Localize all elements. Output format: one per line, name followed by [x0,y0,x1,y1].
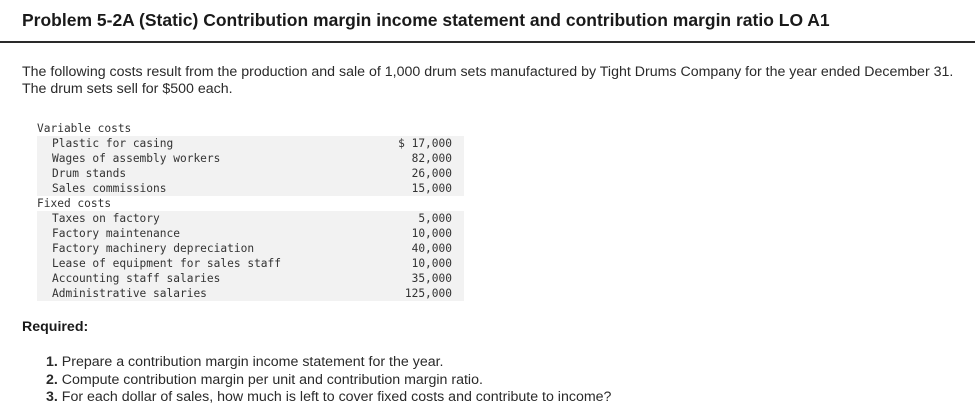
cost-amount: 15,000 [411,182,452,195]
requirement-number: 1. [46,354,58,370]
title-divider [0,41,975,43]
cost-row-equipment-lease: Lease of equipment for sales staff 10,00… [37,256,464,271]
requirements-list: 1. Prepare a contribution margin income … [46,354,611,407]
cost-label: Wages of assembly workers [52,152,221,165]
cost-amount: 10,000 [411,257,452,270]
cost-label: Sales commissions [52,182,167,195]
cost-row-factory-maintenance: Factory maintenance 10,000 [37,226,464,241]
cost-row-factory-taxes: Taxes on factory 5,000 [37,211,464,226]
cost-table: Variable costs Plastic for casing $ 17,0… [23,121,464,301]
cost-amount: 26,000 [411,167,452,180]
cost-amount: 125,000 [404,287,452,300]
cost-row-accounting-salaries: Accounting staff salaries 35,000 [37,271,464,286]
fixed-costs-heading: Fixed costs [23,196,464,211]
cost-amount: 5,000 [418,212,452,225]
cost-row-machinery-depreciation: Factory machinery depreciation 40,000 [37,241,464,256]
cost-label: Accounting staff salaries [52,272,221,285]
required-heading: Required: [22,319,89,335]
variable-costs-heading: Variable costs [23,121,464,136]
cost-row-assembly-wages: Wages of assembly workers 82,000 [37,151,464,166]
cost-label: Drum stands [52,167,127,180]
requirement-item: 1. Prepare a contribution margin income … [46,354,611,372]
cost-label: Factory machinery depreciation [52,242,255,255]
cost-amount: 82,000 [411,152,452,165]
requirement-number: 3. [46,389,58,405]
cost-row-drum-stands: Drum stands 26,000 [37,166,464,181]
cost-row-administrative-salaries: Administrative salaries 125,000 [37,286,464,301]
cost-amount: 35,000 [411,272,452,285]
requirement-item: 3. For each dollar of sales, how much is… [46,389,611,407]
cost-label: Taxes on factory [52,212,160,225]
requirement-text: Compute contribution margin per unit and… [61,371,483,388]
cost-amount: 40,000 [411,242,452,255]
cost-row-plastic-casing: Plastic for casing $ 17,000 [37,136,464,151]
requirement-item: 2. Compute contribution margin per unit … [46,372,611,390]
cost-label: Plastic for casing [52,137,174,150]
cost-label: Administrative salaries [52,287,207,300]
cost-label: Lease of equipment for sales staff [52,257,282,270]
problem-title: Problem 5-2A (Static) Contribution margi… [22,10,830,30]
cost-amount: $ 17,000 [398,137,452,150]
cost-label: Factory maintenance [52,227,180,240]
cost-row-sales-commissions: Sales commissions 15,000 [37,181,464,196]
problem-intro: The following costs result from the prod… [22,64,954,97]
requirement-text: Prepare a contribution margin income sta… [61,354,444,370]
requirement-number: 2. [46,371,58,388]
requirement-text: For each dollar of sales, how much is le… [61,389,612,405]
cost-amount: 10,000 [411,227,452,240]
